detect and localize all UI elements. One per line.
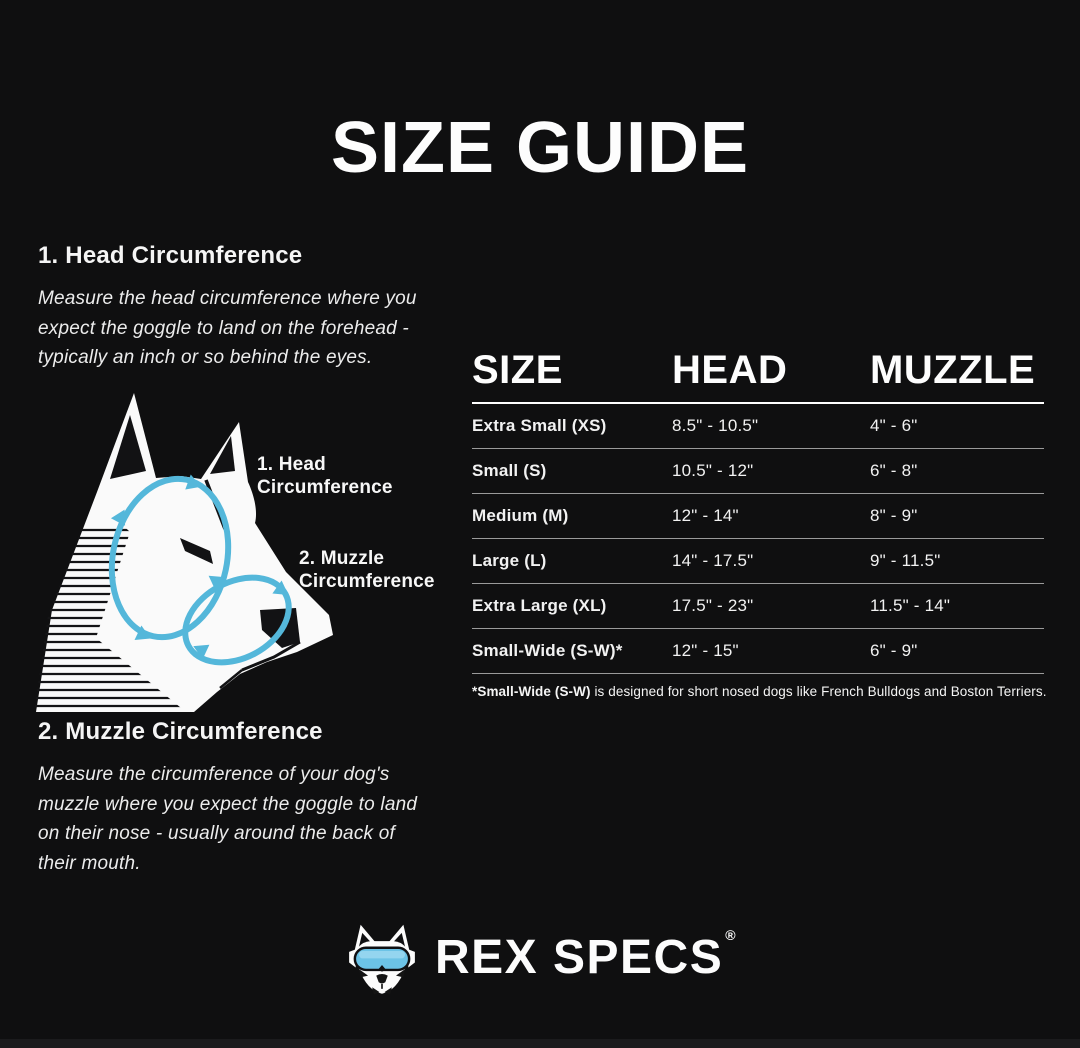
row-size-label: Small (S) (472, 461, 547, 480)
muzzle-circumference-arrow (182, 574, 292, 666)
row-muzzle-value: 9" - 11.5" (870, 551, 941, 570)
section-head-circumference: 1. Head Circumference Measure the head c… (38, 242, 476, 373)
section-muzzle-body: Measure the circumference of your dog's … (38, 764, 418, 874)
table-row: Large (L) 14" - 17.5" 9" - 11.5" (472, 539, 1044, 584)
row-muzzle-value: 11.5" - 14" (870, 596, 951, 615)
column-header-muzzle: MUZZLE (870, 348, 1036, 392)
table-row: Medium (M) 12" - 14" 8" - 9" (472, 494, 1044, 539)
row-head-value: 8.5" - 10.5" (672, 416, 759, 435)
rexspecs-logo-icon (349, 924, 415, 995)
row-head-value: 12" - 14" (672, 506, 739, 525)
table-footnote: *Small-Wide (S-W) is designed for short … (472, 684, 1080, 699)
table-row: Extra Large (XL) 17.5" - 23" 11.5" - 14" (472, 584, 1044, 629)
table-row: Small-Wide (S-W)* 12" - 15" 6" - 9" (472, 629, 1044, 674)
footnote-text: is designed for short nosed dogs like Fr… (590, 684, 1047, 699)
size-table-header: SIZE HEAD MUZZLE (472, 350, 1044, 404)
section-head-heading: 1. Head Circumference (38, 242, 303, 269)
row-size-label: Medium (M) (472, 506, 569, 525)
row-size-label: Extra Small (XS) (472, 416, 607, 435)
section-head-body: Measure the head circumference where you… (38, 288, 417, 368)
size-table: SIZE HEAD MUZZLE Extra Small (XS) 8.5" -… (472, 350, 1044, 674)
bottom-strip (0, 1039, 1080, 1048)
brand-name: REX SPECS ® (434, 928, 736, 984)
column-header-size: SIZE (472, 348, 563, 392)
section-muzzle-circumference: 2. Muzzle Circumference Measure the circ… (38, 718, 476, 878)
page-title: SIZE GUIDE (330, 108, 750, 188)
table-row: Extra Small (XS) 8.5" - 10.5" 4" - 6" (472, 404, 1044, 449)
row-head-value: 17.5" - 23" (672, 596, 754, 615)
diagram-label-head: 1. Head Circumference (257, 454, 393, 498)
row-size-label: Extra Large (XL) (472, 596, 607, 615)
registered-mark: ® (725, 927, 738, 943)
diagram-label-muzzle: 2. Muzzle Circumference (299, 548, 435, 592)
row-head-value: 12" - 15" (672, 641, 739, 660)
row-head-value: 14" - 17.5" (672, 551, 754, 570)
dog-measurement-diagram (34, 393, 333, 712)
brand-name-text: REX SPECS (434, 931, 724, 984)
row-muzzle-value: 8" - 9" (870, 506, 918, 525)
head-circumference-arrow (108, 474, 232, 641)
brand-logo: REX SPECS ® (0, 912, 1080, 1004)
row-muzzle-value: 4" - 6" (870, 416, 918, 435)
column-header-head: HEAD (672, 348, 788, 392)
row-size-label: Large (L) (472, 551, 547, 570)
row-muzzle-value: 6" - 8" (870, 461, 918, 480)
table-row: Small (S) 10.5" - 12" 6" - 8" (472, 449, 1044, 494)
row-size-label: Small-Wide (S-W)* (472, 641, 623, 660)
section-muzzle-heading: 2. Muzzle Circumference (38, 718, 323, 745)
dog-head-illustration (34, 393, 333, 712)
footnote-bold: *Small-Wide (S-W) (472, 684, 591, 699)
row-head-value: 10.5" - 12" (672, 461, 754, 480)
row-muzzle-value: 6" - 9" (870, 641, 918, 660)
